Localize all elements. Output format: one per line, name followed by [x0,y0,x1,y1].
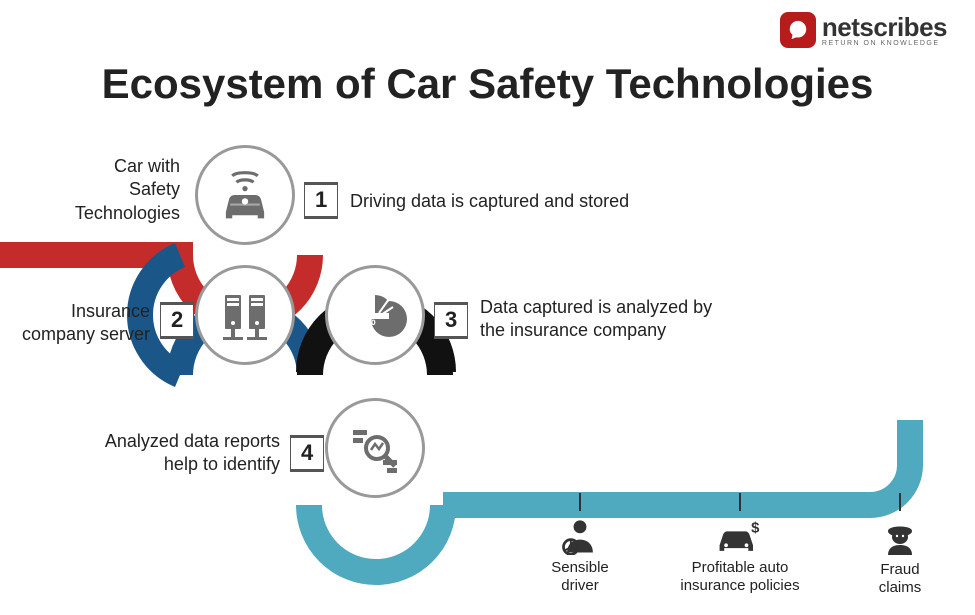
stage-2-number: 2 [160,302,194,339]
stage-4-icon [325,398,425,498]
outcome-label: Sensibledriver [551,559,609,595]
outcome-label: Profitable autoinsurance policies [680,559,799,595]
stage-1-icon [195,145,295,245]
stage-4-number: 4 [290,435,324,472]
stage-4-label-left: Analyzed data reportshelp to identify [60,430,280,477]
outcomes-row: Sensibledriver $ Profitable autoinsuranc… [520,493,960,597]
stage-2-icon [195,265,295,365]
outcome-sensible-driver: Sensibledriver [520,493,640,597]
car-dollar-icon: $ [714,517,766,555]
stage-3-number: 3 [434,302,468,339]
svg-text:%: % [365,314,376,328]
stage-3-icon: % [325,265,425,365]
stage-2-label-left: Insurancecompany server [0,300,150,347]
stage-3-label-right: Data captured is analyzed bythe insuranc… [480,296,780,343]
outcome-fraud-claims: Fraudclaims [840,493,960,597]
stage-1-label-right: Driving data is captured and stored [350,190,710,213]
driver-icon [558,517,602,555]
outcome-label: Fraudclaims [879,561,922,597]
svg-text:$: $ [751,520,760,536]
stage-1-number: 1 [304,182,338,219]
fraud-icon [880,517,920,557]
outcome-profitable-policies: $ Profitable autoinsurance policies [680,493,800,597]
stage-1-label-left: Car withSafetyTechnologies [40,155,180,225]
